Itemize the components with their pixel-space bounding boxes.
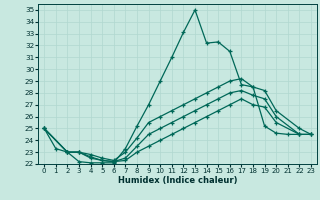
X-axis label: Humidex (Indice chaleur): Humidex (Indice chaleur) bbox=[118, 176, 237, 185]
